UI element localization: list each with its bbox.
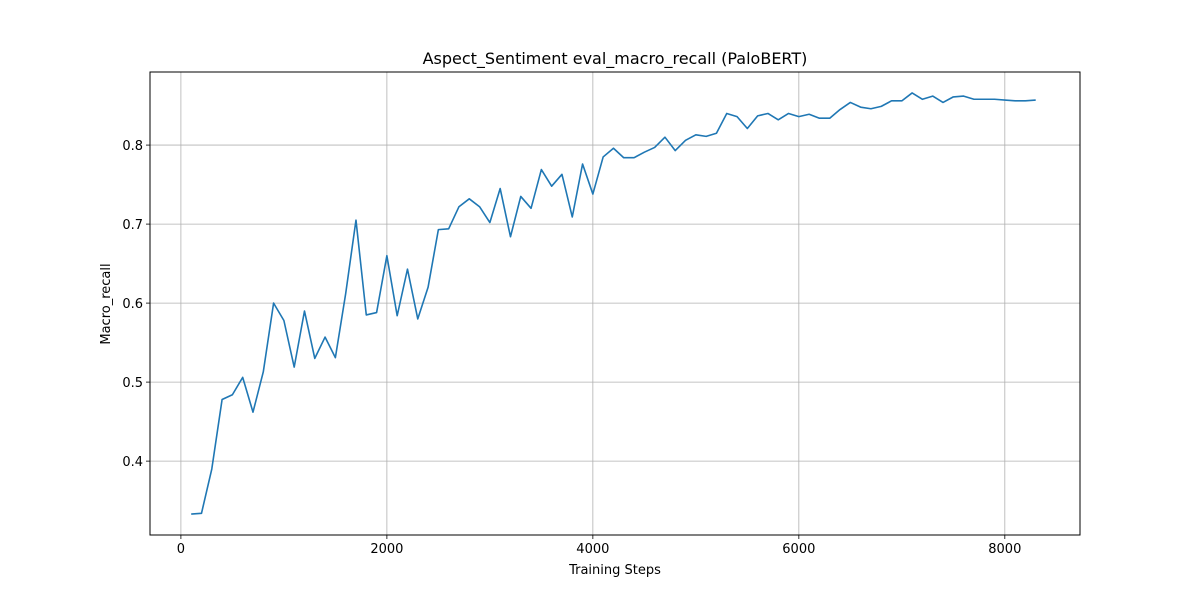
series-line — [191, 92, 1036, 515]
y-tick-label: 0.7 — [122, 218, 143, 233]
grid-lines — [150, 72, 1080, 535]
y-tick-label: 0.6 — [122, 297, 143, 312]
y-tick-label: 0.8 — [122, 139, 143, 154]
x-tick-label: 6000 — [782, 542, 815, 557]
y-axis-label: Macro_recall — [99, 263, 114, 344]
y-tick-label: 0.4 — [122, 455, 143, 470]
chart-title: Aspect_Sentiment eval_macro_recall (Palo… — [423, 49, 808, 69]
y-tick-label: 0.5 — [122, 376, 143, 391]
x-tick-label: 8000 — [988, 542, 1021, 557]
x-tick-label: 2000 — [370, 542, 403, 557]
x-axis-ticks: 0 2000 4000 6000 8000 — [177, 535, 1021, 557]
series-lines — [191, 92, 1036, 515]
x-tick-label: 4000 — [576, 542, 609, 557]
x-axis-label: Training Steps — [568, 563, 661, 578]
y-axis-ticks: 0.4 0.5 0.6 0.7 0.8 — [122, 139, 150, 470]
x-tick-label: 0 — [177, 542, 185, 557]
